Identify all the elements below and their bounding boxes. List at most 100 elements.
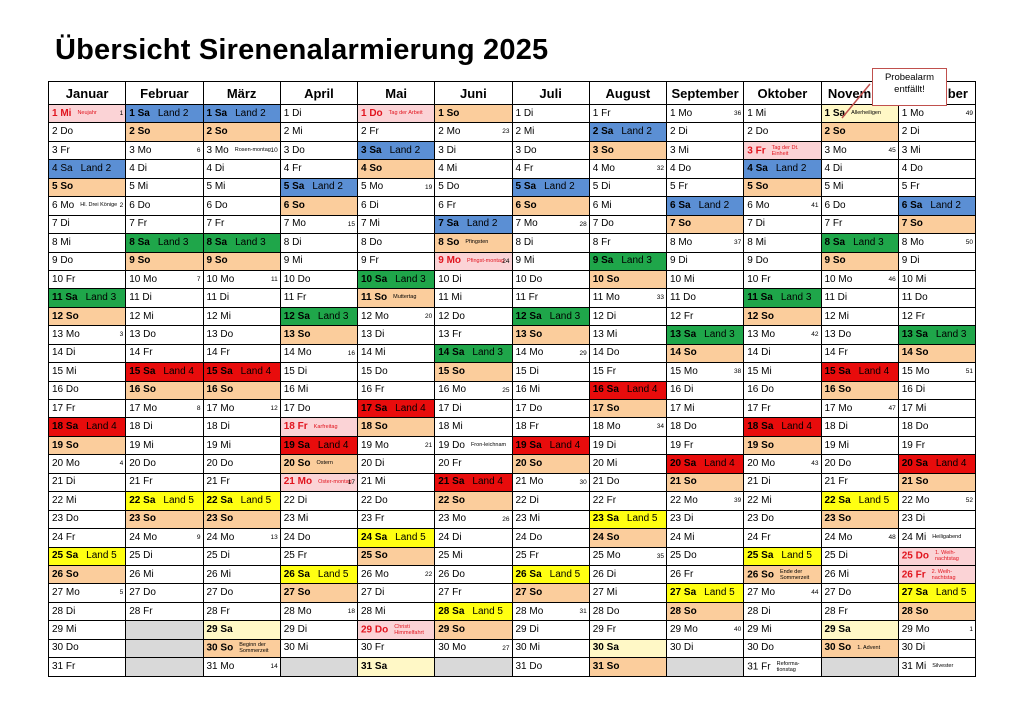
day-cell: 16 Mo 25 [434,380,513,401]
day-cell: 1 Mi Neujahr 1 [47,103,127,124]
day-cell: 8 Mo 50 [897,233,977,253]
month-header-8: September [665,81,745,105]
day-cell: 31 Do [511,657,590,677]
day-label: 30 Di [670,642,694,654]
day-label: 11 Di [824,292,848,304]
day-label: 13 Fr [438,328,462,340]
day-label: 7 Mo [515,218,538,230]
day-cell: 7 Mo 15 [279,214,359,235]
day-label: 7 Di [747,218,766,230]
day-cell: 8 Mi [743,233,822,253]
day-row: 21 Di 21 Fr 21 Fr 21 Mo Oster-montag 17 21 Mi 2… [47,472,977,493]
day-cell: 30 Do [743,638,822,659]
month-header-6: Juli [511,81,590,105]
day-label: 29 Mo [670,623,698,635]
day-cell: 27 So [279,583,359,603]
week-number: 44 [811,589,819,597]
alarm-land-label: Land 3 [472,347,503,359]
day-label: 16 Do [747,384,774,396]
week-number: 12 [270,405,278,412]
day-cell: 20 Mo 43 [743,454,822,474]
day-label: 14 So [670,347,697,359]
day-cell: 26 Fr [665,564,745,585]
day-label: 10 Mi [670,273,695,285]
day-cell: 10 So [588,269,668,290]
week-number: 32 [656,165,664,173]
day-cell: 2 So [202,122,281,142]
day-cell: 27 Fr [434,583,513,603]
day-label: 22 Fr [592,494,617,506]
day-label: 2 Do [747,126,769,138]
day-cell: 2 Mo 23 [434,122,513,142]
day-cell: 26 So Ende der Sommerzeit [743,564,822,585]
day-cell: 1 Sa Land 2 [125,103,204,124]
day-label: 24 Do [283,531,311,543]
day-label: 20 Di [361,458,385,470]
day-cell: 6 Fr [434,196,513,216]
week-number: 38 [734,368,742,376]
day-label: 1 Mi [52,107,72,119]
day-label: 13 Do [824,328,852,340]
day-cell: 8 Sa Land 3 [125,233,204,253]
day-label: 16 Di [670,384,694,396]
day-cell: 21 Di [743,472,822,493]
week-number: 43 [811,460,819,468]
day-cell: 2 Fr [356,122,436,142]
day-cell: 1 So [434,103,513,124]
day-label: 10 Mo [206,273,235,285]
day-label: 18 Fr [283,421,308,433]
day-cell: 28 So [665,601,745,622]
day-cell: 18 Fr Karfreitag [279,417,359,437]
day-label: 2 Di [901,126,920,138]
day-cell: 19 Mi [202,435,281,456]
day-cell: 19 Mi [820,435,899,456]
alarm-land-label: Land 4 [704,458,735,470]
day-label: 10 Mi [901,273,927,285]
day-cell: 18 Sa Land 4 [743,417,822,437]
day-cell [125,657,204,677]
day-row: 27 Mo 5 27 Do 27 Do 27 So 27 Di 27 Fr 27 So 27 M… [47,583,977,603]
day-cell: 27 Di [356,583,436,603]
month-header-row: Januar Februar März April Mai Juni Juli August S… [47,81,977,105]
day-label: 7 Mo [283,218,306,230]
day-cell: 9 Mi [279,251,359,271]
day-cell: 25 Mo 35 [588,546,668,566]
day-cell: 18 Mo 34 [588,417,668,437]
week-number: 45 [888,146,896,154]
day-cell: 10 Sa Land 3 [356,269,436,290]
day-cell: 5 So [47,177,127,198]
day-cell: 1 Do Tag der Arbeit [356,103,436,124]
day-label: 16 So [129,384,156,396]
day-label: 6 Di [361,199,379,211]
day-label: 27 Do [206,587,234,599]
day-cell: 24 Do [279,528,359,548]
day-cell: 9 Di [897,251,977,271]
day-cell: 29 Mo 40 [665,620,745,640]
day-cell: 17 Do [511,398,590,419]
day-label: 19 Fr [670,439,694,451]
day-cell: 25 Do 1. Weih-nachtstag [897,546,977,566]
day-cell: 16 Fr [356,380,436,401]
day-cell: 20 Mi [588,454,668,474]
day-label: 29 Mi [52,623,77,635]
week-number: 6 [196,146,201,154]
day-row: 20 Mo 4 20 Do 20 Do 20 So Ostern 20 Di 20 Fr 20 … [47,454,977,474]
day-label: 15 Mo [670,365,698,377]
day-label: 6 Sa [670,199,691,211]
day-cell: 7 Fr [125,214,204,235]
day-label: 17 Sa [361,402,388,414]
day-label: 23 Di [670,513,694,525]
day-cell: 23 Mo 26 [434,509,513,530]
day-label: 6 Do [129,199,151,211]
alarm-land-label: Land 2 [157,107,189,119]
day-cell: 22 Di [511,491,590,511]
day-label: 23 Sa [592,513,619,525]
day-cell: 24 Sa Land 5 [356,528,436,548]
day-cell: 21 So [897,472,977,493]
day-label: 12 Fr [670,310,694,322]
alarm-land-label: Land 4 [317,439,349,451]
day-label: 25 Mo [592,550,621,562]
day-label: 29 Di [515,623,539,635]
day-cell: 8 Sa Land 3 [202,233,281,253]
day-label: 10 Fr [747,273,771,285]
